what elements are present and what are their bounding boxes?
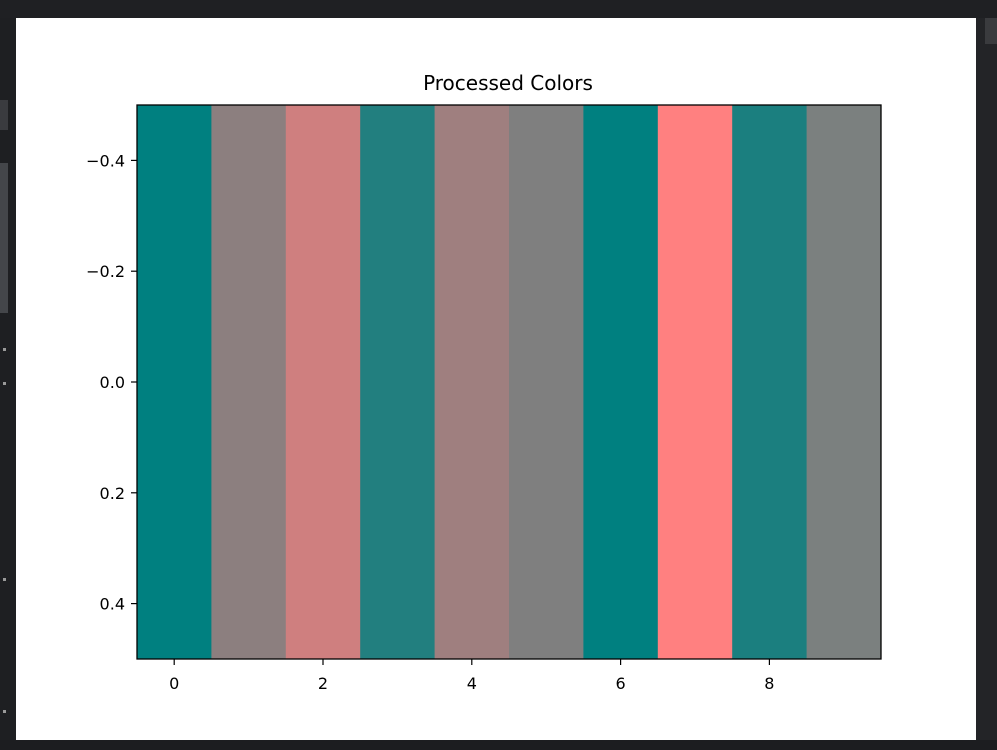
window-bottom-bar [0, 740, 997, 750]
x-tick-label: 2 [318, 674, 328, 693]
y-tick-label: −0.4 [86, 151, 125, 170]
x-tick-label: 6 [616, 674, 626, 693]
x-axis: 0 2 4 6 8 [169, 659, 774, 693]
heatmap-cell-8 [732, 105, 807, 659]
heatmap-cell-6 [583, 105, 659, 659]
gutter-scroll-thumb[interactable] [0, 163, 8, 313]
y-axis: −0.4 −0.2 0.0 0.2 0.4 [86, 151, 137, 614]
heatmap-cell-1 [211, 105, 287, 659]
y-tick-label: 0.4 [100, 595, 125, 614]
chart-title: Processed Colors [423, 71, 593, 95]
x-tick-label: 0 [169, 674, 179, 693]
gutter-marker [3, 710, 6, 713]
chart-canvas: Processed Colors 0 2 4 6 8 −0.4 −0.2 0.0 0.2 0.4 [86, 71, 882, 693]
x-tick-label: 4 [467, 674, 477, 693]
heatmap-cell-5 [509, 105, 584, 659]
heatmap-cell-0 [137, 105, 212, 659]
gutter-block [0, 100, 8, 130]
heatmap-cell-3 [360, 105, 435, 659]
left-gutter [0, 18, 16, 750]
heatmap-cell-2 [285, 105, 361, 659]
heatmap-cell-9 [806, 105, 882, 659]
chart-figure: Processed Colors 0 2 4 6 8 −0.4 −0.2 0.0 0.2 0.4 [16, 18, 976, 740]
scrollbar-thumb[interactable] [985, 18, 997, 44]
heatmap-cell-7 [657, 105, 733, 659]
y-tick-label: 0.0 [100, 373, 125, 392]
y-tick-label: −0.2 [86, 262, 125, 281]
heatmap-cells [137, 105, 882, 659]
right-scrollbar[interactable] [976, 18, 997, 750]
window-top-bar [0, 0, 997, 18]
gutter-marker [3, 348, 6, 351]
y-tick-label: 0.2 [100, 484, 125, 503]
gutter-marker [3, 578, 6, 581]
gutter-marker [3, 382, 6, 385]
heatmap-cell-4 [434, 105, 510, 659]
x-tick-label: 8 [764, 674, 774, 693]
